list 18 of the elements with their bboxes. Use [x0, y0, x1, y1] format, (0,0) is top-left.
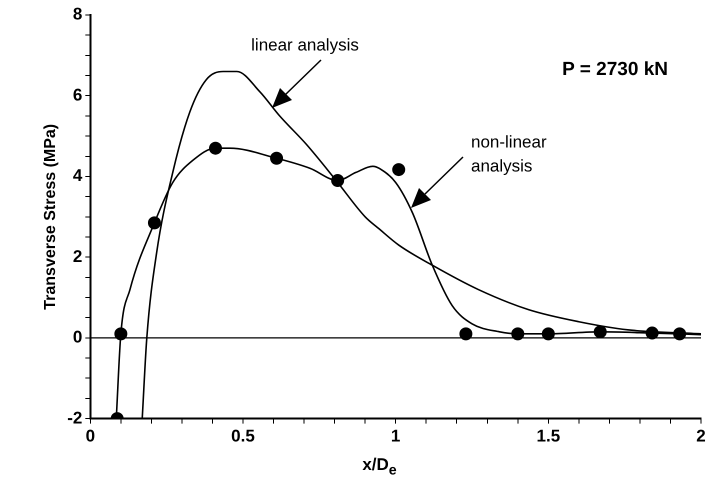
- x-tick-label: 0.5: [231, 426, 255, 446]
- x-tick-label: 1: [390, 426, 400, 446]
- annotation: P = 2730 kN: [562, 59, 668, 80]
- x-tick-label: 0: [86, 426, 96, 446]
- y-axis-title: Transverse Stress (MPa): [42, 124, 60, 310]
- y-tick-label: 6: [72, 85, 82, 104]
- point: [459, 327, 472, 340]
- annotation: linear analysis: [251, 36, 359, 55]
- x-tick-label: 1.5: [536, 426, 560, 446]
- y-tick-label: 2: [72, 246, 82, 266]
- y-tick-label: 4: [72, 166, 83, 186]
- annotation: non-linear analysis: [471, 132, 547, 176]
- y-tick-label: 0: [72, 328, 82, 347]
- y-tick-label: -2: [67, 408, 82, 428]
- point: [392, 163, 406, 176]
- y-tick-label: 8: [72, 4, 82, 24]
- x-axis-title: x/D$_{e}$: [361, 454, 398, 478]
- x-tick-label: 2: [696, 426, 706, 446]
